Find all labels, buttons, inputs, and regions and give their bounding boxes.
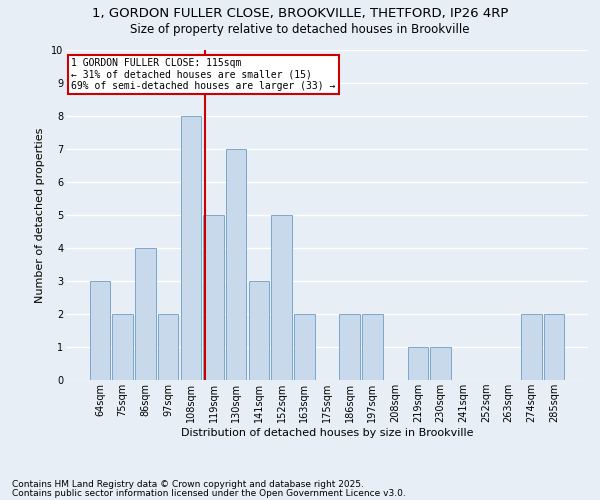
Bar — [203, 215, 224, 380]
Text: 1, GORDON FULLER CLOSE, BROOKVILLE, THETFORD, IP26 4RP: 1, GORDON FULLER CLOSE, BROOKVILLE, THET… — [92, 8, 508, 20]
Bar — [135, 248, 155, 380]
Bar — [181, 116, 201, 380]
Bar — [248, 281, 269, 380]
Bar — [521, 314, 542, 380]
Bar — [430, 347, 451, 380]
Bar — [112, 314, 133, 380]
Bar — [362, 314, 383, 380]
Bar — [158, 314, 178, 380]
Bar — [340, 314, 360, 380]
Text: Contains public sector information licensed under the Open Government Licence v3: Contains public sector information licen… — [12, 488, 406, 498]
Text: Contains HM Land Registry data © Crown copyright and database right 2025.: Contains HM Land Registry data © Crown c… — [12, 480, 364, 489]
Text: Size of property relative to detached houses in Brookville: Size of property relative to detached ho… — [130, 22, 470, 36]
X-axis label: Distribution of detached houses by size in Brookville: Distribution of detached houses by size … — [181, 428, 473, 438]
Text: 1 GORDON FULLER CLOSE: 115sqm
← 31% of detached houses are smaller (15)
69% of s: 1 GORDON FULLER CLOSE: 115sqm ← 31% of d… — [71, 58, 335, 92]
Bar — [90, 281, 110, 380]
Bar — [271, 215, 292, 380]
Y-axis label: Number of detached properties: Number of detached properties — [35, 128, 46, 302]
Bar — [226, 149, 247, 380]
Bar — [407, 347, 428, 380]
Bar — [544, 314, 564, 380]
Bar — [294, 314, 314, 380]
